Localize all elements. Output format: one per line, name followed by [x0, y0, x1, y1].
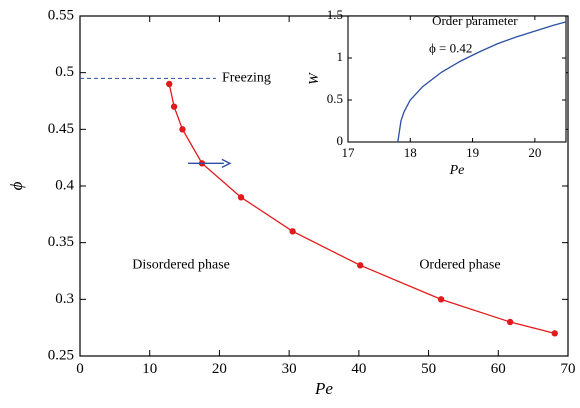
main-data-point	[551, 330, 558, 337]
main-y-tick-label: 0.3	[55, 291, 74, 307]
inset-y-tick-label: 1.5	[327, 7, 343, 22]
main-x-tick-label: 60	[491, 361, 506, 377]
main-x-tick-label: 30	[282, 361, 297, 377]
main-data-point	[506, 318, 514, 326]
inset-y-tick-label: 0	[337, 133, 344, 148]
inset-y-tick-label: 1	[337, 49, 344, 64]
main-annotation: Disordered phase	[132, 258, 230, 273]
inset-annotation: ϕ = 0.42	[429, 41, 472, 56]
main-data-point	[179, 126, 186, 133]
main-data-point	[166, 80, 173, 88]
inset-y-axis-label: W	[307, 72, 322, 85]
inset-y-ticks: 0 0.5 1 1.5	[327, 7, 566, 148]
inset-x-tick-label: 19	[466, 145, 479, 160]
inset-annotations: Order parameter ϕ = 0.42	[429, 13, 518, 56]
inset-background	[348, 16, 566, 142]
main-data-point	[357, 262, 364, 269]
main-y-axis-label: ϕ	[7, 181, 26, 190]
main-plot: 0.250.30.350.40.450.50.55 0 10 20 30 40 50 60 7…	[7, 7, 576, 398]
main-data-point	[289, 228, 296, 235]
inset-y-tick-label: 0.5	[327, 91, 343, 106]
main-y-tick-label: 0.45	[48, 121, 74, 137]
main-y-tick-label: 0.4	[55, 177, 74, 193]
inset-annotation: Order parameter	[432, 13, 518, 28]
inset-x-axis-label: Pe	[449, 163, 465, 178]
main-series-line	[168, 83, 555, 334]
inset-x-tick-label: 18	[404, 145, 417, 160]
inset-x-tick-label: 20	[528, 145, 541, 160]
main-x-tick-label: 40	[351, 361, 366, 377]
arrow-annotation	[188, 158, 232, 168]
main-x-tick-label: 70	[561, 361, 576, 377]
main-x-tick-label: 20	[212, 361, 227, 377]
main-x-ticks: 0 10 20 30 40 50 60 70	[76, 16, 576, 377]
inset-plot: 0 0.5 1 1.5 17 18 19 20 Order parameter ϕ = 0.4…	[307, 7, 567, 178]
inset-series-line	[397, 21, 567, 143]
main-x-tick-label: 50	[421, 361, 436, 377]
arrow-head	[221, 158, 232, 168]
main-y-ticks: 0.25 0.3 0.35 0.4 0.45 0.5 0.55	[48, 7, 568, 363]
inset-series-group	[397, 21, 567, 143]
main-x-axis-label: Pe	[314, 379, 333, 398]
main-series-group	[166, 80, 558, 337]
main-y-tick-label: 0.5	[55, 64, 74, 80]
main-data-point	[237, 194, 245, 201]
main-x-tick-label: 10	[142, 361, 157, 377]
inset-x-tick-label: 17	[342, 145, 356, 160]
main-x-tick-label: 0	[76, 361, 84, 377]
inset-plot-frame	[347, 15, 567, 143]
main-y-tick-label: 0.25	[48, 347, 74, 363]
main-data-point	[170, 103, 178, 110]
main-y-tick-label: 0.35	[48, 234, 74, 250]
inset-x-ticks: 17 18 19 20	[342, 16, 541, 160]
main-annotations: Disordered phase Ordered phase	[132, 258, 500, 273]
main-y-tick-label: 0.55	[48, 7, 74, 23]
freezing-label: Freezing	[222, 71, 271, 86]
main-annotation: Ordered phase	[419, 258, 500, 273]
main-data-point	[437, 296, 445, 303]
